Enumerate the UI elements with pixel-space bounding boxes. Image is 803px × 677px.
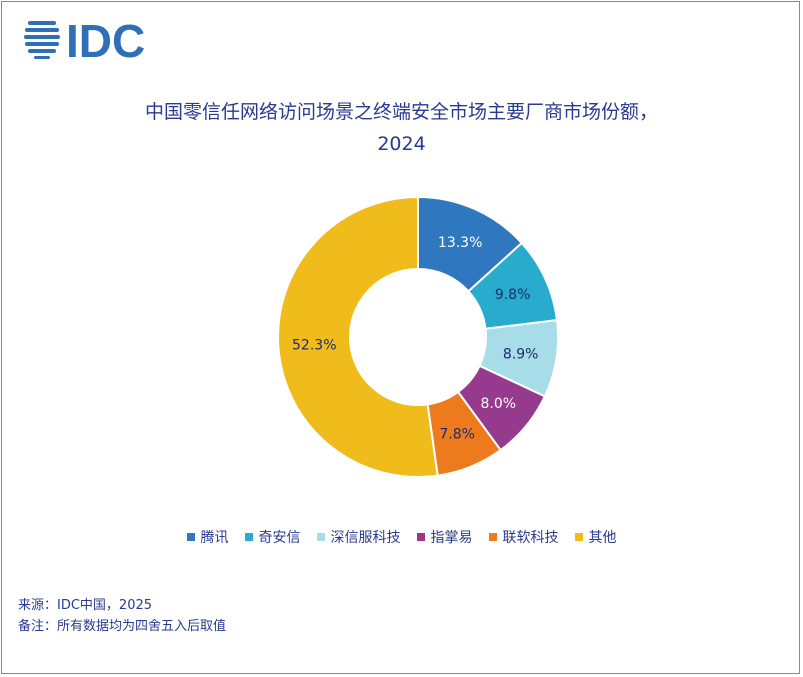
chart-title-line1: 中国零信任网络访问场景之终端安全市场主要厂商市场份额，: [144, 101, 658, 123]
source-note: 来源：IDC中国，2025: [18, 598, 153, 613]
slice-label-1: 9.8%: [495, 287, 531, 303]
legend-item-0: 腾讯: [186, 527, 229, 547]
legend-item-1: 奇安信: [244, 527, 301, 547]
legend-swatch: [574, 533, 583, 541]
slice-label-0: 13.3%: [438, 235, 482, 251]
legend-item-5: 其他: [574, 527, 617, 547]
legend-label: 腾讯: [200, 530, 229, 546]
chart-title-line2: 2024: [377, 133, 426, 155]
legend-label: 联软科技: [502, 530, 559, 546]
legend-label: 奇安信: [258, 530, 301, 546]
legend-swatch: [488, 533, 497, 541]
slice-label-3: 8.0%: [480, 396, 516, 412]
legend-label: 其他: [588, 530, 617, 546]
chart-title: 中国零信任网络访问场景之终端安全市场主要厂商市场份额， 2024: [0, 96, 803, 160]
logo-text: IDC: [66, 15, 145, 64]
idc-logo: IDC: [24, 15, 145, 64]
legend-swatch: [416, 533, 425, 541]
footer: 来源：IDC中国，2025 备注：所有数据均为四舍五入后取值: [18, 595, 226, 637]
legend-swatch: [244, 533, 253, 541]
legend-swatch: [316, 533, 325, 541]
legend-item-4: 联软科技: [488, 527, 559, 547]
legend-item-3: 指掌易: [416, 527, 473, 547]
slice-label-5: 52.3%: [292, 337, 336, 353]
chart-legend: 腾讯 奇安信 深信服科技 指掌易 联软科技 其他: [0, 527, 803, 547]
legend-label: 指掌易: [430, 530, 473, 546]
legend-item-2: 深信服科技: [316, 527, 401, 547]
legend-label: 深信服科技: [330, 530, 401, 546]
slice-label-2: 8.9%: [503, 346, 539, 362]
globe-icon: [24, 21, 60, 59]
legend-swatch: [186, 533, 195, 541]
rounding-note: 备注：所有数据均为四舍五入后取值: [18, 619, 227, 634]
slice-5: [277, 195, 439, 478]
slice-label-4: 7.8%: [439, 426, 475, 442]
